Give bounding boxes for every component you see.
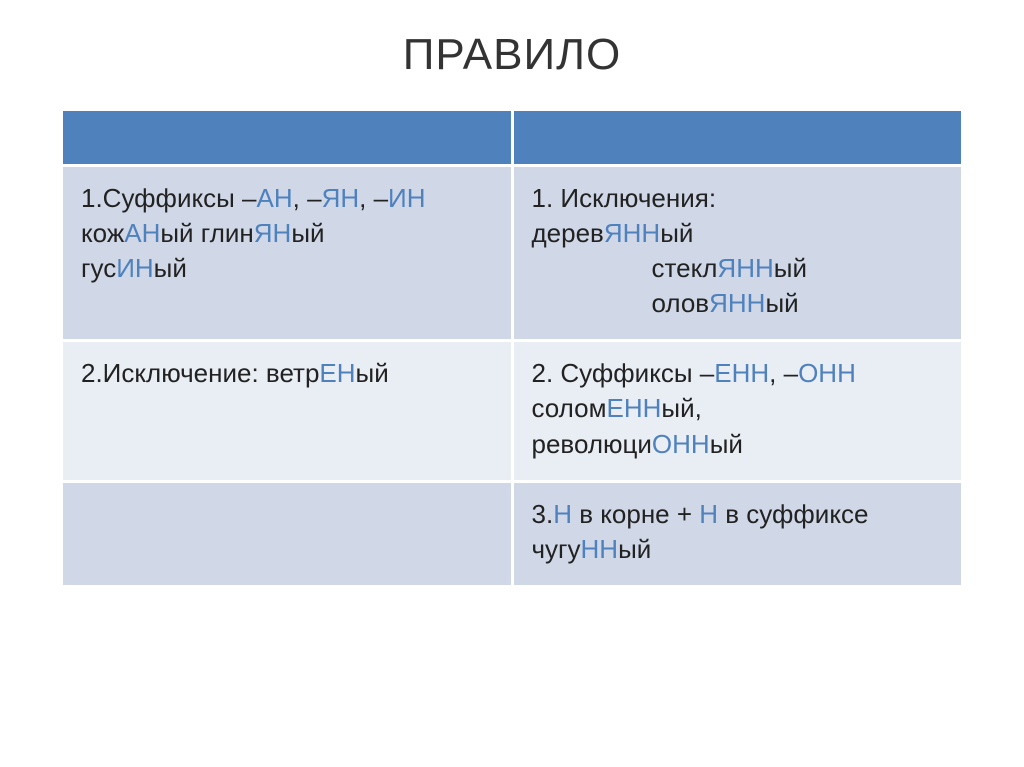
highlight-en: ЕН xyxy=(319,358,355,388)
highlight-onn: ОНН xyxy=(798,358,856,388)
highlight-yann: ЯНН xyxy=(604,218,660,248)
text: олов xyxy=(652,288,710,318)
text: ый, xyxy=(661,393,701,423)
highlight-yan: ЯН xyxy=(254,218,292,248)
text: , – xyxy=(359,183,388,213)
highlight-yann: ЯНН xyxy=(709,288,765,318)
cell-r1c2: 1. Исключения: деревЯННый стеклЯННый оло… xyxy=(512,166,963,341)
cell-r3c2: 3.Н в корне + Н в суффиксе чугуННый xyxy=(512,481,963,586)
highlight-enn: ЕНН xyxy=(606,393,661,423)
cell-r2c2: 2. Суффиксы –ЕНН, –ОНН соломЕННый, револ… xyxy=(512,341,963,481)
text: кож xyxy=(81,218,124,248)
cell-r3c1 xyxy=(62,481,513,586)
text: ый xyxy=(660,218,693,248)
text: , – xyxy=(769,358,798,388)
highlight-yann: ЯНН xyxy=(717,253,773,283)
text: ый xyxy=(765,288,798,318)
text: ый xyxy=(356,358,389,388)
text: ый глин xyxy=(160,218,253,248)
highlight-an: АН xyxy=(257,183,293,213)
header-cell-right xyxy=(512,110,963,166)
text: ый xyxy=(710,429,743,459)
text: 2.Исключение: ветр xyxy=(81,358,319,388)
text: 1. Исключения: xyxy=(532,183,717,213)
highlight-yan: ЯН xyxy=(322,183,360,213)
text: в корне + xyxy=(572,499,699,529)
text: ый xyxy=(774,253,807,283)
text: в суффиксе xyxy=(718,499,868,529)
text: солом xyxy=(532,393,607,423)
header-cell-left xyxy=(62,110,513,166)
text: дерев xyxy=(532,218,604,248)
highlight-an: АН xyxy=(124,218,160,248)
cell-r2c1: 2.Исключение: ветрЕНый xyxy=(62,341,513,481)
text: ый xyxy=(154,253,187,283)
text: ый xyxy=(291,218,324,248)
highlight-nn: НН xyxy=(581,534,619,564)
text: революци xyxy=(532,429,652,459)
table-row: 1.Суффиксы –АН, –ЯН, –ИН кожАНый глинЯНы… xyxy=(62,166,963,341)
table-row: 2.Исключение: ветрЕНый 2. Суффиксы –ЕНН,… xyxy=(62,341,963,481)
cell-r1c1: 1.Суффиксы –АН, –ЯН, –ИН кожАНый глинЯНы… xyxy=(62,166,513,341)
text: гус xyxy=(81,253,116,283)
text: ый xyxy=(618,534,651,564)
text: , – xyxy=(293,183,322,213)
highlight-in: ИН xyxy=(388,183,425,213)
rules-table: 1.Суффиксы –АН, –ЯН, –ИН кожАНый глинЯНы… xyxy=(60,108,964,588)
highlight-enn: ЕНН xyxy=(714,358,769,388)
text: стекл xyxy=(652,253,718,283)
highlight-in: ИН xyxy=(116,253,153,283)
page-title: ПРАВИЛО xyxy=(60,30,964,80)
text: чугу xyxy=(532,534,581,564)
text: 2. Суффиксы – xyxy=(532,358,715,388)
text: 1.Суффиксы – xyxy=(81,183,257,213)
highlight-n: Н xyxy=(699,499,718,529)
table-header-row xyxy=(62,110,963,166)
highlight-onn: ОНН xyxy=(652,429,710,459)
highlight-n: Н xyxy=(553,499,572,529)
text: 3. xyxy=(532,499,554,529)
table-row: 3.Н в корне + Н в суффиксе чугуННый xyxy=(62,481,963,586)
